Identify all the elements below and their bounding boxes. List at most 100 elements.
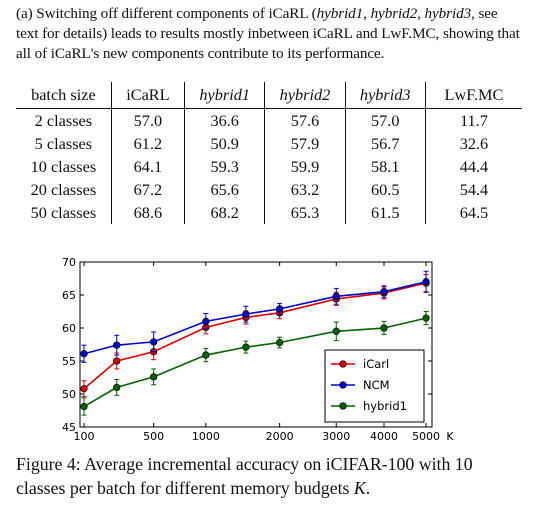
table-cell: 10 classes — [16, 155, 112, 178]
table-cell: 58.1 — [345, 155, 426, 178]
table-cell: 57.6 — [264, 108, 346, 132]
table-cell: 36.6 — [184, 108, 266, 132]
caption-suffix: , see text for details) leads to results… — [16, 5, 520, 62]
table-row: 50 classes 68.6 68.2 65.3 61.5 64.5 — [16, 201, 522, 224]
legend-label: hybrid1 — [363, 399, 407, 413]
series-ncm — [80, 270, 430, 363]
legend-label: iCarl — [363, 357, 389, 371]
header-batch-size: batch size — [16, 82, 112, 109]
table-cell: 5 classes — [16, 132, 112, 155]
data-point — [80, 402, 88, 411]
data-point — [332, 327, 340, 335]
legend-marker — [339, 360, 347, 368]
data-point — [202, 317, 210, 326]
data-point — [202, 351, 210, 359]
figure-caption: Figure 4: Average incremental accuracy o… — [16, 452, 522, 500]
data-point — [242, 310, 250, 318]
table-cell: 68.6 — [111, 201, 186, 224]
data-point — [80, 350, 88, 358]
data-point — [80, 385, 88, 393]
data-point — [275, 305, 284, 313]
legend-label: NCM — [363, 378, 390, 392]
table-cell: 64.1 — [111, 155, 186, 178]
table-cell: 11.7 — [460, 110, 488, 130]
table-cell: 57.9 — [264, 132, 346, 155]
table-cell: 61.2 — [111, 132, 186, 155]
data-point — [242, 343, 250, 351]
table-cell: 59.3 — [184, 155, 266, 178]
table-cell: 54.4 — [459, 179, 489, 199]
header-hybrid3: hybrid3 — [345, 82, 426, 109]
header-hybrid1: hybrid1 — [184, 82, 266, 109]
table-cell: 50 classes — [16, 201, 112, 224]
y-tick-label: 65 — [62, 289, 76, 302]
table-cell: 57.0 — [345, 108, 426, 132]
y-tick-label: 70 — [62, 256, 76, 269]
table-cell: 60.5 — [345, 178, 426, 201]
data-point — [380, 324, 388, 332]
table-header-row: batch size iCaRL hybrid1 hybrid2 hybrid3… — [16, 82, 522, 109]
caption-sep1: , — [363, 5, 371, 22]
data-point — [380, 288, 388, 296]
y-tick-label: 55 — [62, 355, 76, 368]
table-row: 10 classes 64.1 59.3 59.9 58.1 44.4 — [16, 155, 522, 178]
table-caption: (a) Switching off different components o… — [16, 4, 522, 64]
data-point — [149, 338, 158, 346]
table-row: 5 classes 61.2 50.9 57.9 56.7 32.6 — [16, 132, 522, 155]
table-cell: 65.3 — [264, 201, 346, 224]
x-tick-label: 100 — [74, 430, 95, 443]
table-cell: 67.2 — [111, 178, 186, 201]
data-point — [149, 373, 158, 381]
x-axis-label: K — [446, 430, 454, 443]
header-hybrid2: hybrid2 — [264, 82, 346, 109]
x-tick-label: 4000 — [370, 430, 398, 443]
y-tick-label: 45 — [62, 421, 76, 434]
x-tick-label: 1000 — [192, 430, 220, 443]
results-table: batch size iCaRL hybrid1 hybrid2 hybrid3… — [16, 82, 522, 224]
legend: iCarl NCM hybrid1 — [324, 349, 425, 423]
table-cell: 65.6 — [184, 178, 266, 201]
figure-caption-end: . — [365, 478, 371, 498]
x-tick-label: 5000 — [412, 430, 440, 443]
caption-sep2: , — [417, 5, 425, 22]
table-cell: 61.5 — [345, 201, 426, 224]
table-cell: 50.9 — [184, 132, 266, 155]
table-cell: 44.4 — [459, 156, 489, 176]
legend-marker — [339, 381, 347, 389]
y-tick-label: 50 — [62, 388, 76, 401]
x-tick-label: 2000 — [266, 430, 294, 443]
y-tick-label: 60 — [62, 322, 76, 335]
table-row: 20 classes 67.2 65.6 63.2 60.5 54.4 — [16, 178, 522, 201]
series-hybrid1 — [80, 311, 430, 416]
header-lwf-mc: LwF.MC — [425, 82, 522, 109]
data-point — [275, 338, 284, 347]
caption-hybrid3: hybrid3 — [424, 5, 472, 22]
data-point — [422, 278, 430, 286]
data-point — [113, 383, 121, 392]
data-point — [332, 292, 340, 300]
axis-ticks: 45 50 55 60 65 70 100 500 1000 2000 3000 4000 5000 K — [62, 256, 454, 443]
caption-hybrid2: hybrid2 — [370, 5, 418, 22]
table-cell: 59.9 — [264, 155, 346, 178]
header-icarl: iCaRL — [111, 82, 186, 109]
table-cell: 32.6 — [459, 133, 489, 153]
legend-marker — [339, 402, 347, 410]
caption-prefix: (a) Switching off different components o… — [16, 5, 317, 22]
x-tick-label: 500 — [143, 430, 164, 443]
data-point — [113, 341, 121, 349]
table-cell: 57.0 — [111, 108, 186, 132]
series-group — [80, 270, 430, 416]
figure-caption-text: Figure 4: Average incremental accuracy o… — [16, 454, 473, 498]
table-cell: 64.5 — [459, 202, 489, 222]
x-tick-label: 3000 — [322, 430, 350, 443]
caption-hybrid1: hybrid1 — [316, 5, 364, 22]
data-point — [422, 314, 430, 322]
data-point — [113, 357, 121, 365]
table-cell: 20 classes — [16, 178, 112, 201]
figure-caption-var: K — [353, 478, 366, 498]
table-cell: 63.2 — [264, 178, 346, 201]
table-cell: 68.2 — [184, 201, 266, 224]
table-row: 2 classes 57.0 36.6 57.6 57.0 11.7 — [16, 108, 522, 132]
table-cell: 56.7 — [345, 132, 426, 155]
